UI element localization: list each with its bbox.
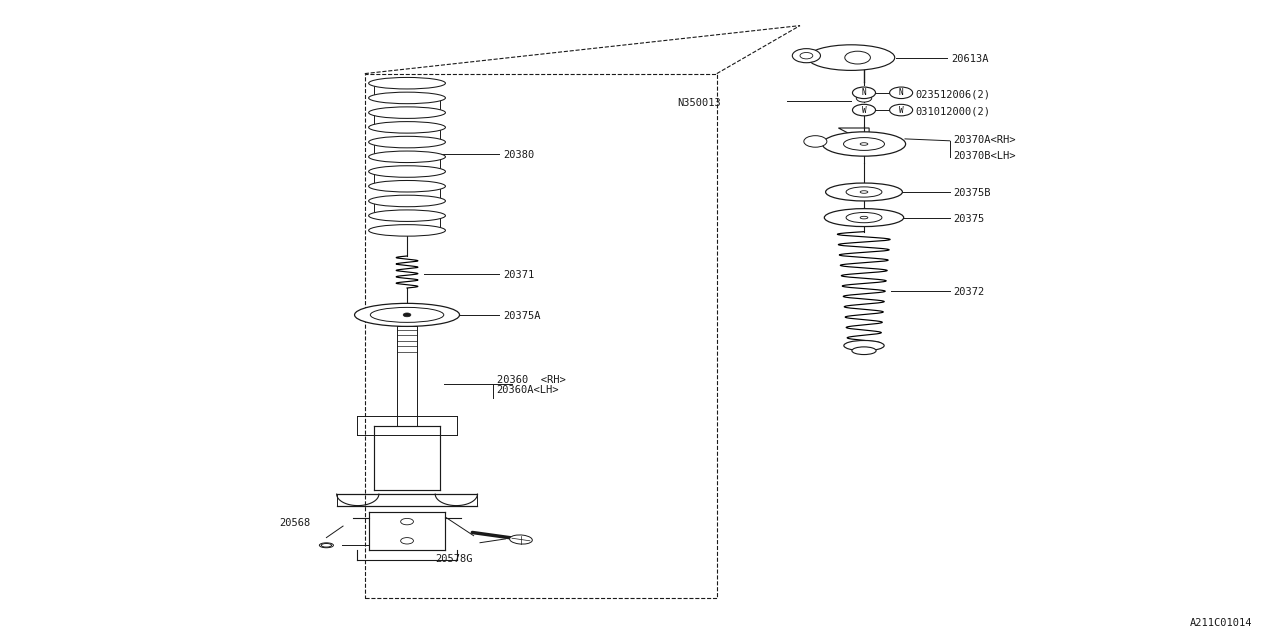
Ellipse shape [401,538,413,544]
Text: 023512006(2): 023512006(2) [915,89,991,99]
Ellipse shape [826,183,902,201]
Ellipse shape [369,136,445,148]
Ellipse shape [823,132,906,156]
Text: 20371: 20371 [503,270,534,280]
Text: W: W [899,106,904,115]
Ellipse shape [403,313,411,317]
Ellipse shape [355,303,460,326]
Text: 20613A: 20613A [951,54,988,64]
Ellipse shape [509,535,532,544]
Ellipse shape [860,191,868,193]
Ellipse shape [370,307,444,323]
Ellipse shape [369,77,445,89]
Text: 20370A<RH>: 20370A<RH> [954,134,1016,145]
Text: 20360  <RH>: 20360 <RH> [497,374,566,385]
Ellipse shape [792,49,820,63]
Ellipse shape [856,95,872,102]
Text: 20372: 20372 [954,287,984,298]
Ellipse shape [890,87,913,99]
Ellipse shape [844,138,884,150]
Ellipse shape [369,166,445,177]
Text: N: N [861,88,867,97]
Ellipse shape [369,122,445,133]
Text: N350013: N350013 [677,98,721,108]
Text: 20370B<LH>: 20370B<LH> [954,151,1016,161]
Ellipse shape [321,543,332,547]
Ellipse shape [824,209,904,227]
Ellipse shape [845,51,870,64]
Text: 20375: 20375 [954,214,984,224]
Text: 20380: 20380 [503,150,534,160]
Ellipse shape [401,518,413,525]
Ellipse shape [319,543,333,548]
Text: 031012000(2): 031012000(2) [915,106,991,116]
Ellipse shape [808,45,895,70]
Ellipse shape [852,87,876,99]
Ellipse shape [852,104,876,116]
Text: 20375B: 20375B [954,188,991,198]
Text: W: W [861,106,867,115]
Ellipse shape [369,180,445,192]
Ellipse shape [860,143,868,145]
Ellipse shape [846,187,882,197]
Ellipse shape [844,340,884,351]
Ellipse shape [860,216,868,219]
Ellipse shape [890,104,913,116]
Text: 20375A: 20375A [503,311,540,321]
Ellipse shape [369,107,445,118]
Ellipse shape [369,151,445,163]
Ellipse shape [369,195,445,207]
Ellipse shape [804,136,827,147]
Ellipse shape [369,225,445,236]
Ellipse shape [369,210,445,221]
Text: 20578G: 20578G [435,554,472,564]
Ellipse shape [846,212,882,223]
Text: A211C01014: A211C01014 [1189,618,1252,628]
Text: N: N [899,88,904,97]
Text: 20568: 20568 [279,518,310,528]
Ellipse shape [800,52,813,59]
Ellipse shape [369,92,445,104]
Text: 20360A<LH>: 20360A<LH> [497,385,559,396]
Ellipse shape [852,347,876,355]
